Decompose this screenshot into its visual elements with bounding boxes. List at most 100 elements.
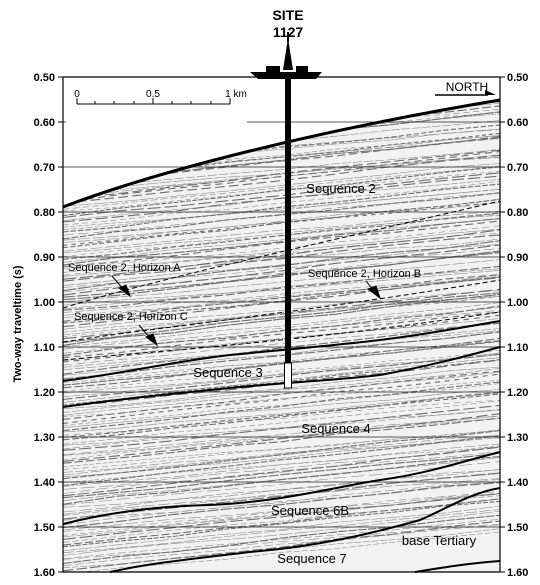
- horizon-c-label: Sequence 2, Horizon C: [74, 311, 188, 323]
- seismic-reflector: [63, 132, 500, 182]
- seismic-reflector: [63, 445, 500, 483]
- site-label-line2: 1127: [273, 24, 304, 40]
- seismic-reflector: [63, 415, 500, 456]
- seismic-reflector: [63, 154, 500, 204]
- scale-bar: 0 0.5 1 km: [66, 80, 247, 125]
- seismic-reflector: [63, 192, 500, 236]
- seismic-reflector: [63, 500, 500, 548]
- base-tertiary-boundary: [414, 560, 501, 573]
- sequence-7-label: Sequence 7: [277, 551, 346, 566]
- seismic-reflector: [63, 156, 500, 193]
- north-arrow: NORTH: [435, 80, 496, 96]
- horizon-b-line: [62, 279, 501, 343]
- seismic-reflector: [63, 392, 500, 433]
- seismic-reflector: [63, 383, 500, 426]
- seismic-reflector: [63, 340, 500, 386]
- right-tick-label: 1.40: [507, 477, 528, 489]
- seismic-reflector: [63, 181, 500, 226]
- base-tertiary-label: base Tertiary: [402, 533, 477, 548]
- right-tick-label: 0.90: [507, 252, 528, 264]
- seq6b-seq7-boundary: [109, 487, 501, 573]
- seismic-reflectors: [63, 100, 500, 572]
- seismic-reflector: [63, 469, 500, 513]
- seismic-reflector: [63, 373, 500, 424]
- axis-title: Two-way traveltime (s): [12, 265, 24, 382]
- seismic-reflector: [63, 188, 500, 228]
- left-tick-label: 0.90: [34, 252, 55, 264]
- seismic-reflector: [63, 482, 500, 521]
- seismic-section: [63, 100, 500, 572]
- seismic-reflector: [63, 322, 500, 366]
- right-tick-label: 0.70: [507, 162, 528, 174]
- sequence-6b-label: Sequence 6B: [271, 503, 349, 518]
- seismic-reflector: [63, 149, 500, 200]
- seismic-reflector: [63, 238, 500, 277]
- sequence-3-label: Sequence 3: [193, 365, 262, 380]
- left-tick-labels: 0.50 0.60 0.70 0.80 0.90 1.00 1.10 1.20 1.30 1.40…: [34, 72, 63, 579]
- horizon-pointers: [111, 275, 381, 347]
- north-arrow-head: [485, 90, 496, 95]
- seismic-reflector: [63, 461, 500, 506]
- seismic-reflector: [63, 495, 500, 536]
- scale-bar-ticks: [76, 98, 231, 104]
- seismic-reflector: [63, 240, 500, 292]
- seismic-reflector: [63, 172, 500, 219]
- seismic-reflector: [63, 166, 500, 217]
- right-tick-label: 1.00: [507, 297, 528, 309]
- seismic-reflector: [63, 399, 500, 436]
- horizon-a-line: [62, 200, 501, 309]
- seismic-reflector: [63, 409, 500, 446]
- seismic-reflector: [63, 413, 500, 462]
- seq2-seq3-boundary: [62, 320, 501, 382]
- seismic-reflector: [63, 435, 500, 487]
- right-tick-label: 0.60: [507, 117, 528, 129]
- seismic-reflector: [63, 367, 500, 413]
- right-tick-label: 1.60: [507, 567, 528, 579]
- right-tick-labels: 0.50 0.60 0.70 0.80 0.90 1.00 1.10 1.20 1.30 1.40…: [500, 72, 528, 579]
- seismic-reflector: [63, 393, 500, 438]
- seismic-reflector: [63, 274, 500, 322]
- site-label-line1: SITE: [272, 7, 303, 23]
- seismic-reflector: [63, 276, 500, 313]
- seismic-reflector: [63, 124, 500, 171]
- seismic-reflector: [63, 218, 500, 263]
- seismic-reflector: [63, 366, 500, 409]
- seismic-reflector: [63, 472, 500, 520]
- seismic-reflector: [63, 337, 500, 389]
- horizon-c-line: [62, 311, 501, 361]
- seismic-reflector: [63, 225, 500, 269]
- right-tick-label: 0.50: [507, 72, 528, 84]
- seismic-reflector: [63, 430, 500, 480]
- seismic-reflector: [63, 404, 500, 451]
- borehole-drill-string: [285, 74, 291, 364]
- seismic-reflector: [63, 494, 500, 538]
- right-tick-label: 1.10: [507, 342, 528, 354]
- left-tick-label: 0.80: [34, 207, 55, 219]
- seismic-reflector: [63, 268, 500, 306]
- seismic-reflector: [63, 305, 500, 357]
- horizon-c-pointer: [138, 324, 159, 347]
- seismic-reflector: [63, 290, 500, 330]
- seismic-reflector: [63, 212, 500, 260]
- seismic-reflector: [63, 493, 500, 531]
- right-tick-label: 0.80: [507, 207, 528, 219]
- seismic-reflector: [63, 434, 500, 476]
- seismic-reflector: [63, 491, 500, 532]
- seismic-reflector: [63, 217, 500, 266]
- seismic-reflector: [63, 265, 500, 311]
- seismic-reflector: [63, 318, 500, 361]
- scale-bar-box: [66, 80, 247, 125]
- left-tick-label: 1.00: [34, 297, 55, 309]
- seismic-reflector: [63, 510, 500, 556]
- sequence-boundaries: [62, 98, 501, 573]
- seismic-reflector: [63, 163, 500, 207]
- seismic-reflector: [63, 389, 500, 428]
- left-tick-label: 1.60: [34, 567, 55, 579]
- north-label: NORTH: [446, 80, 488, 94]
- right-tick-label: 1.30: [507, 432, 528, 444]
- seq4-seq6b-boundary: [62, 451, 501, 525]
- seismic-reflector: [63, 248, 500, 288]
- sequence-2-label: Sequence 2: [306, 181, 375, 196]
- seismic-reflector: [63, 189, 500, 230]
- seismic-reflector: [63, 524, 500, 567]
